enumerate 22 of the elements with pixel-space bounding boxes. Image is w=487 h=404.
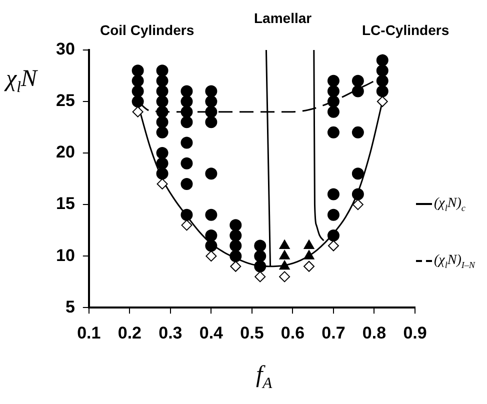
x-axis-title: f$_{A}$	[256, 362, 272, 393]
y-tick-label: 15	[56, 194, 75, 214]
x-tick-label: 0.9	[403, 323, 427, 342]
y-tick-label: 5	[65, 297, 75, 316]
x-tick-label: 0.7	[322, 323, 346, 342]
y-tick-label: 30	[56, 40, 75, 59]
x-tick-label: 0.4	[199, 323, 224, 342]
y-tick-label: 25	[56, 91, 75, 110]
x-tick-label: 0.8	[362, 323, 386, 342]
y-tick-label: 20	[56, 142, 75, 162]
x-tick-label: 0.1	[77, 323, 101, 342]
x-tick-label: 0.6	[280, 323, 305, 342]
y-axis-title: χ$_{l}$N	[6, 66, 37, 97]
legend-label: (χ$_{l}$N)$_{c}$	[434, 196, 466, 213]
x-tick-label: 0.2	[118, 323, 142, 342]
text: Lamellar	[254, 10, 312, 26]
legend-label: (χ$_{l}$N)$_{I–N}$	[434, 252, 475, 270]
x-tick-label: 0.3	[158, 323, 182, 342]
y-tick-label: 10	[56, 246, 75, 265]
text: Coil Cylinders	[100, 22, 194, 38]
x-tick-label: 0.5	[240, 323, 264, 342]
text: LC-Cylinders	[362, 22, 450, 38]
